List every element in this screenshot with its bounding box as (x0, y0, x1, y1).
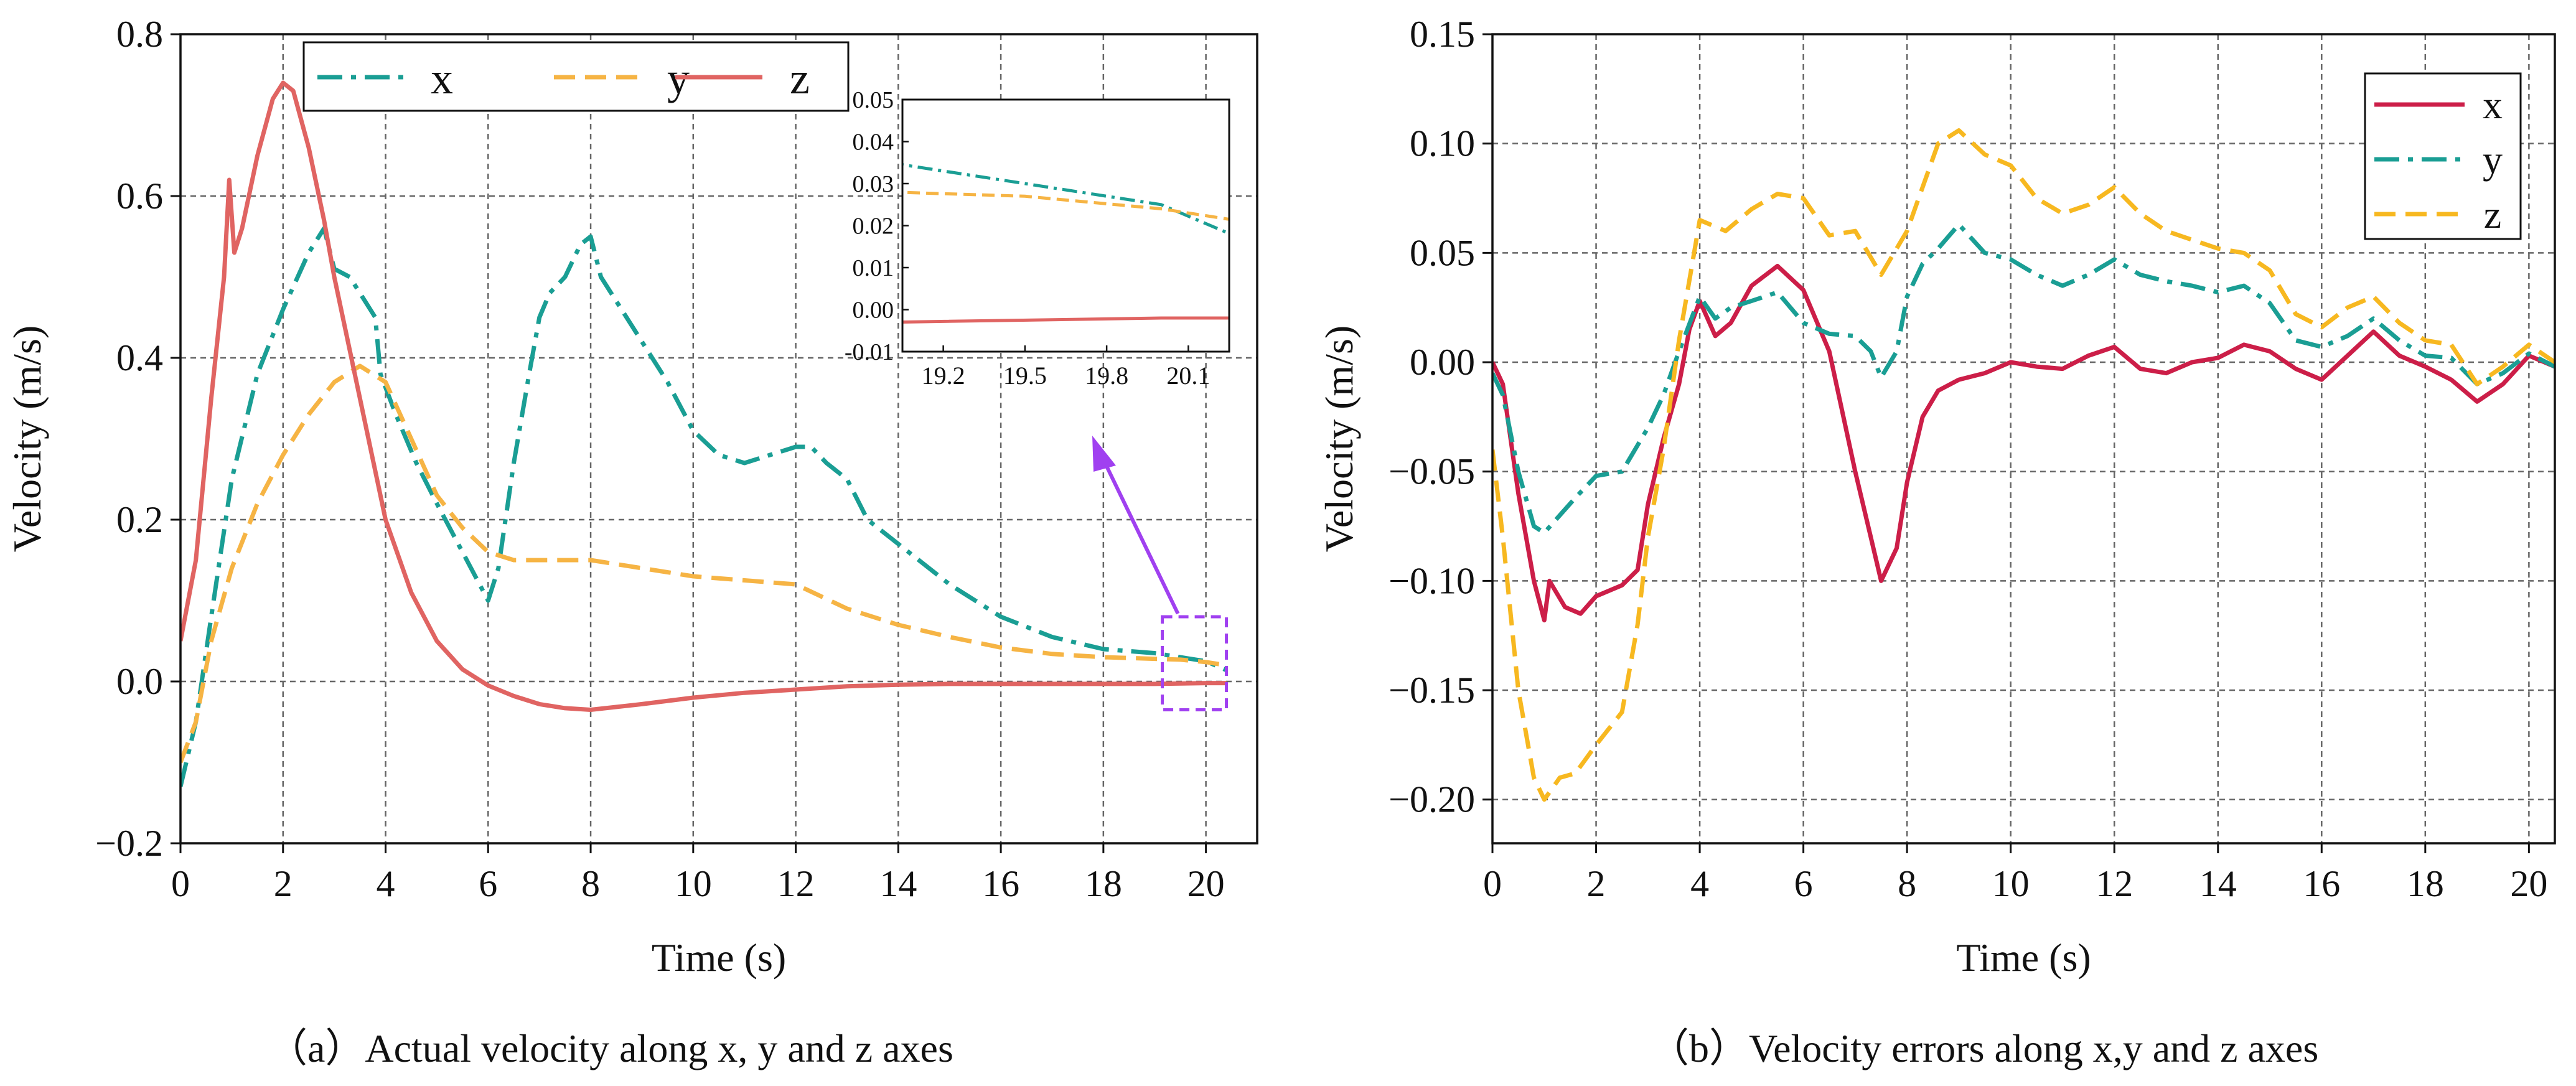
inset-y-tick-label: 0.01 (853, 255, 894, 281)
y-tick-label: −0.10 (1389, 560, 1475, 601)
series-line-x (1492, 263, 2555, 623)
x-tick-label: 12 (2096, 863, 2133, 904)
inset-bg (902, 100, 1229, 352)
series-line-z (180, 80, 1227, 712)
y-tick-label: −0.15 (1389, 670, 1475, 711)
y-tick-label: 0.00 (1410, 342, 1475, 383)
x-axis-label: Time (s) (652, 935, 786, 980)
inset-series-line-x (902, 163, 1229, 235)
legend-label-z: z (2484, 192, 2501, 236)
inset-x-tick-label: 19.8 (1085, 362, 1128, 390)
inset-y-tick-label: -0.01 (845, 339, 894, 365)
x-tick-label: 18 (1085, 863, 1122, 904)
x-tick-label: 16 (982, 863, 1019, 904)
y-axis-label: Velocity (m/s) (1317, 325, 1361, 552)
inset-x-tick-label: 20.1 (1166, 362, 1210, 390)
x-tick-label: 2 (274, 863, 293, 904)
inset-x-tick-label: 19.2 (922, 362, 965, 390)
x-tick-label: 0 (1483, 863, 1502, 904)
caption-b: （b）Velocity errors along x,y and z axes (1649, 1026, 2319, 1070)
legend-b: xyz (2364, 72, 2522, 240)
x-tick-label: 16 (2303, 863, 2340, 904)
series-group-a (180, 80, 1227, 787)
series-line-z (1492, 128, 2555, 802)
zoom-box (1161, 615, 1229, 711)
inset: 19.2 19.5 19.8 20.1 -0.01 0.00 0.01 0.02 0.03 0.0… (845, 87, 1230, 390)
x-tick-label: 8 (581, 863, 600, 904)
x-tick-label: 20 (2510, 863, 2547, 904)
y-tick-label: 0.05 (1410, 232, 1475, 273)
legend-label-y: y (2483, 138, 2503, 182)
y-tick-label: −0.05 (1389, 451, 1475, 492)
inset-y-tick-label: 0.05 (853, 87, 894, 113)
x-tick-label: 0 (171, 863, 190, 904)
x-tick-label: 6 (479, 863, 497, 904)
y-tick-label: 0.0 (116, 661, 163, 702)
x-tick-label: 4 (1690, 863, 1709, 904)
caption-a: （a）Actual velocity along x, y and z axes (268, 1026, 953, 1070)
series-group-b (1492, 128, 2555, 802)
x-tick-label: 2 (1587, 863, 1606, 904)
chart-b: 0 2 4 6 8 10 12 14 16 18 20 −0.20 −0.15 −0.10 −0.05 0.0… (1317, 14, 2556, 980)
y-axis-label: Velocity (m/s) (5, 325, 49, 552)
inset-y-tick-label: 0.03 (853, 171, 894, 197)
inset-series-line-z (902, 316, 1229, 324)
x-tick-label: 4 (377, 863, 395, 904)
x-axis-label: Time (s) (1956, 935, 2091, 980)
x-tick-label: 14 (879, 863, 917, 904)
chart-a: 0 2 4 6 8 10 12 14 16 18 20 −0.2 0.0 0.2 0.4 0.6 0.8 Time… (5, 14, 1258, 980)
inset-x-tick-label: 19.5 (1003, 362, 1047, 390)
inset-y-tick-label: 0.00 (853, 297, 894, 324)
x-tick-label: 10 (1992, 863, 2030, 904)
legend-label-x: x (2483, 83, 2503, 127)
zoom-arrow-head (1092, 436, 1116, 472)
x-tick-label: 14 (2199, 863, 2237, 904)
inset-series (902, 163, 1229, 324)
x-tick-label: 8 (1898, 863, 1916, 904)
series-line-y (1492, 222, 2555, 535)
legend-a: xyz (302, 41, 850, 112)
y-tick-label: 0.15 (1410, 14, 1475, 55)
plot-frame (179, 33, 1258, 845)
series-line-y (180, 363, 1227, 764)
x-tick-label: 10 (675, 863, 712, 904)
y-tick-label: 0.2 (116, 499, 163, 540)
x-tick-label: 6 (1794, 863, 1813, 904)
y-tick-label: −0.20 (1389, 779, 1475, 820)
zoom-arrow-line (1095, 446, 1180, 615)
x-tick-label: 20 (1187, 863, 1225, 904)
y-tick-label: −0.2 (95, 823, 163, 864)
x-tick-label: 12 (777, 863, 815, 904)
plot-frame (1491, 33, 2556, 845)
inset-y-tick-label: 0.04 (853, 129, 894, 156)
y-tick-label: 0.6 (116, 176, 163, 217)
y-tick-label: 0.8 (116, 14, 163, 55)
legend-box (2364, 72, 2522, 240)
inset-series-line-y (902, 190, 1229, 221)
legend-label-z: z (790, 54, 810, 103)
legend-label-x: x (431, 54, 453, 103)
y-tick-label: 0.4 (116, 337, 163, 378)
inset-y-tick-label: 0.02 (853, 213, 894, 240)
x-tick-label: 18 (2407, 863, 2444, 904)
y-tick-label: 0.10 (1410, 123, 1475, 164)
